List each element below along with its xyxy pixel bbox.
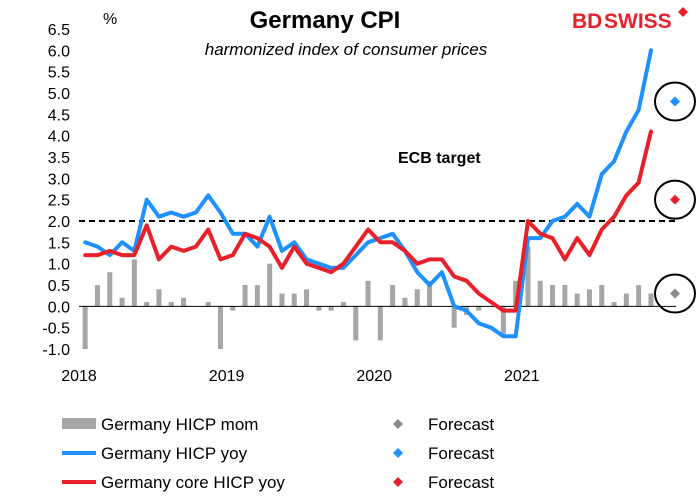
- mom-bar: [636, 285, 642, 307]
- y-tick-label: 5.5: [48, 65, 70, 82]
- mom-bar: [144, 302, 150, 307]
- germany-core-hicp-yoy-line: [83, 129, 653, 313]
- mom-bar: [586, 289, 592, 307]
- legend-label: Forecast: [428, 473, 494, 492]
- legend-label: Forecast: [428, 444, 494, 463]
- mom-bar: [168, 302, 174, 307]
- mom-bar: [254, 285, 260, 307]
- logo-diamond-icon: [678, 7, 688, 17]
- legend-label: Germany core HICP yoy: [101, 473, 285, 492]
- x-tick-label: 2021: [504, 368, 540, 385]
- legend-diamond-icon: [393, 448, 403, 458]
- x-tick-label: 2018: [61, 368, 97, 385]
- y-tick-label: 0.5: [48, 278, 70, 295]
- forecast-marker: [670, 96, 680, 107]
- mom-bar: [550, 285, 556, 307]
- mom-bar: [377, 306, 383, 341]
- mom-bar: [291, 293, 297, 307]
- brand-logo: BD SWISS: [572, 7, 688, 33]
- ecb-target-label: ECB target: [398, 150, 481, 167]
- mom-bar: [230, 306, 236, 311]
- forecast-marker: [670, 288, 680, 299]
- mom-bar: [427, 280, 433, 307]
- mom-bar: [131, 259, 137, 307]
- logo-text-bd: BD: [572, 10, 602, 33]
- y-tick-label: -0.5: [42, 321, 70, 338]
- legend-label: Forecast: [428, 415, 494, 434]
- mom-bar: [574, 293, 580, 307]
- mom-bar: [562, 285, 568, 307]
- mom-bar: [513, 280, 519, 307]
- mom-bar: [340, 302, 346, 307]
- mom-bar: [267, 263, 273, 307]
- yoy-lines: [83, 48, 653, 339]
- mom-bar: [365, 280, 371, 307]
- mom-bar: [414, 289, 420, 307]
- legend: Germany HICP mom Forecast Germany HICP yoy…: [62, 415, 494, 492]
- legend-diamond-icon: [393, 477, 403, 487]
- x-axis-ticks: 2018 2019 2020 2021: [61, 368, 539, 385]
- mom-bar: [119, 297, 125, 307]
- y-tick-label: 2.0: [48, 214, 70, 231]
- mom-bar: [611, 302, 617, 307]
- chart-title: Germany CPI: [250, 7, 401, 34]
- forecast-markers: [654, 81, 696, 314]
- chart-subtitle: harmonized index of consumer prices: [205, 40, 488, 59]
- legend-bar-swatch: [62, 418, 96, 429]
- forecast-circle: [654, 273, 696, 314]
- mom-bar: [94, 285, 100, 307]
- logo-text-swiss: SWISS: [604, 10, 672, 33]
- y-tick-label: 5.0: [48, 86, 70, 103]
- y-tick-label: 4.5: [48, 107, 70, 124]
- mom-bar: [390, 285, 396, 307]
- y-tick-label: 2.5: [48, 193, 70, 210]
- mom-bar: [279, 293, 285, 307]
- mom-bar: [328, 306, 334, 311]
- mom-bars: [82, 246, 654, 349]
- mom-bar: [156, 289, 162, 307]
- mom-bar: [82, 306, 88, 349]
- mom-bar: [537, 280, 543, 307]
- y-axis-ticks: 6.5 6.0 5.5 5.0 4.5 4.0 3.5 3.0 2.5 2.0 1.5 1.0 0.5 0…: [42, 22, 70, 359]
- mom-bar: [304, 289, 310, 307]
- mom-bar: [648, 293, 654, 307]
- forecast-circle: [654, 81, 696, 122]
- y-tick-label: 1.5: [48, 235, 70, 252]
- y-tick-label: 6.5: [48, 22, 70, 39]
- mom-bar: [500, 306, 506, 337]
- mom-bar: [217, 306, 223, 349]
- legend-label: Germany HICP yoy: [101, 444, 248, 463]
- legend-diamond-icon: [393, 419, 403, 429]
- mom-bar: [525, 246, 531, 307]
- y-tick-label: 3.0: [48, 171, 70, 188]
- y-tick-label: -1.0: [42, 342, 70, 359]
- mom-bar: [107, 272, 113, 307]
- mom-bar: [599, 285, 605, 307]
- y-axis-label: %: [103, 11, 117, 28]
- mom-bar: [623, 293, 629, 307]
- germany-hicp-yoy-line: [83, 48, 653, 339]
- y-tick-label: 6.0: [48, 43, 70, 60]
- forecast-marker: [670, 194, 680, 205]
- x-tick-label: 2019: [209, 368, 245, 385]
- legend-label: Germany HICP mom: [101, 415, 258, 434]
- mom-bar: [205, 302, 211, 307]
- mom-bar: [181, 297, 187, 307]
- y-tick-label: 4.0: [48, 129, 70, 146]
- mom-bar: [451, 306, 457, 328]
- mom-bar: [402, 297, 408, 307]
- mom-bar: [476, 306, 482, 311]
- x-tick-label: 2020: [356, 368, 392, 385]
- mom-bar: [316, 306, 322, 311]
- mom-bar: [242, 285, 248, 307]
- forecast-circle: [654, 179, 696, 220]
- y-tick-label: 0.0: [48, 299, 70, 316]
- y-tick-label: 1.0: [48, 257, 70, 274]
- mom-bar: [353, 306, 359, 341]
- y-tick-label: 3.5: [48, 150, 70, 167]
